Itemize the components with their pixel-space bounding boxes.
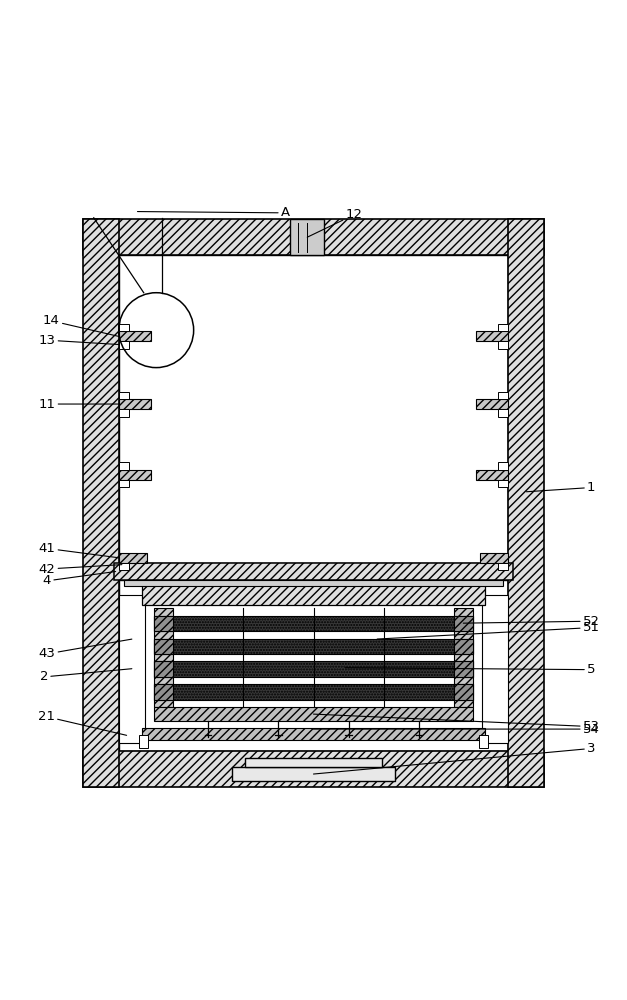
Text: 42: 42 <box>38 563 122 576</box>
Text: 11: 11 <box>38 398 119 411</box>
Bar <box>119 480 129 487</box>
Bar <box>119 399 151 409</box>
Bar <box>119 331 151 341</box>
Bar <box>498 341 508 349</box>
Bar <box>119 255 508 563</box>
Bar <box>154 684 473 700</box>
Bar <box>154 616 473 631</box>
Text: A: A <box>137 206 290 219</box>
Bar <box>119 580 508 751</box>
Text: 5: 5 <box>345 663 596 676</box>
Bar <box>480 553 508 563</box>
Bar <box>154 639 173 654</box>
Bar <box>119 341 129 349</box>
Bar <box>508 219 544 787</box>
Text: 52: 52 <box>463 615 600 628</box>
Text: 12: 12 <box>307 208 362 237</box>
Bar <box>83 219 544 255</box>
Bar <box>154 639 473 654</box>
Bar <box>454 616 473 631</box>
Bar <box>454 639 473 654</box>
Text: 51: 51 <box>377 621 600 639</box>
Bar <box>119 553 147 563</box>
Bar <box>83 751 544 787</box>
Bar <box>154 661 173 677</box>
Text: 53: 53 <box>314 714 600 733</box>
Bar <box>154 707 473 721</box>
Bar <box>119 462 129 470</box>
Bar <box>233 767 394 781</box>
Text: 54: 54 <box>314 723 599 736</box>
Bar <box>139 735 148 748</box>
Bar <box>454 661 473 677</box>
Bar <box>476 399 508 409</box>
Bar <box>498 409 508 417</box>
Bar <box>119 392 129 399</box>
Bar <box>482 595 508 743</box>
Bar <box>479 735 488 748</box>
Text: 1: 1 <box>526 481 596 494</box>
Text: 21: 21 <box>38 710 127 735</box>
Bar <box>154 608 173 707</box>
Text: 4: 4 <box>43 572 115 587</box>
Bar <box>119 563 129 570</box>
Text: 3: 3 <box>314 742 596 774</box>
Bar <box>154 684 173 700</box>
Bar <box>290 219 324 255</box>
Bar <box>498 392 508 399</box>
Bar <box>142 728 485 740</box>
Bar <box>142 580 485 605</box>
Bar <box>498 462 508 470</box>
Text: 41: 41 <box>38 542 119 558</box>
Text: 13: 13 <box>38 334 119 347</box>
Bar <box>476 470 508 480</box>
Bar <box>124 580 503 586</box>
Bar <box>119 595 145 743</box>
Bar <box>119 324 129 331</box>
Bar <box>476 331 508 341</box>
Bar <box>154 661 473 677</box>
Text: 43: 43 <box>38 639 132 660</box>
Text: 2: 2 <box>40 669 132 683</box>
Bar <box>454 608 473 707</box>
Bar <box>454 684 473 700</box>
Bar <box>498 324 508 331</box>
Bar <box>498 563 508 570</box>
Bar <box>83 219 119 787</box>
Bar <box>113 563 514 580</box>
Text: 14: 14 <box>43 314 119 336</box>
Bar <box>245 758 382 767</box>
Bar <box>119 470 151 480</box>
Bar <box>498 480 508 487</box>
Bar <box>119 409 129 417</box>
Bar <box>154 616 173 631</box>
